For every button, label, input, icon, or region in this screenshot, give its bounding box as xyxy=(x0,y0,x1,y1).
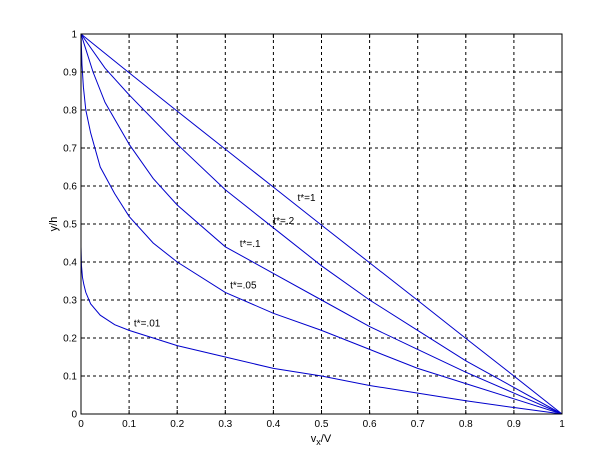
y-tick-label: 0.9 xyxy=(63,68,77,79)
curve-label: t*=.05 xyxy=(230,281,257,292)
series-line xyxy=(80,33,563,415)
y-tick-label: 0.1 xyxy=(63,372,77,383)
curve-label: t*=1 xyxy=(297,193,316,204)
curve-labels: t*=1 t*=.2 t*=.1 t*=.05 t*=.01 xyxy=(134,193,316,329)
series-line xyxy=(80,33,563,415)
y-tick-label: 0.2 xyxy=(63,334,77,345)
y-tick-label: 0.4 xyxy=(63,258,77,269)
ticks: 0 0.1 0.2 0.3 0.4 0.5 0.6 0.7 0.8 0.9 1 0 0.1 0.2 0.3 0… xyxy=(63,30,565,431)
x-tick-label: 0 xyxy=(78,419,84,430)
x-tick-label: 1 xyxy=(559,419,565,430)
x-axis-label: vx/V xyxy=(311,433,332,447)
y-tick-label: 1 xyxy=(71,30,77,41)
x-tick-label: 0.3 xyxy=(218,419,232,430)
x-tick-label: 0.7 xyxy=(411,419,425,430)
series-group xyxy=(80,33,563,415)
x-tick-label: 0.1 xyxy=(122,419,136,430)
series-line xyxy=(80,246,563,415)
x-tick-label: 0.6 xyxy=(363,419,377,430)
series-line xyxy=(80,33,563,415)
x-tick-label: 0.5 xyxy=(315,419,329,430)
y-tick-label: 0.7 xyxy=(63,144,77,155)
x-tick-label: 0.9 xyxy=(507,419,521,430)
curve-label: t*=.1 xyxy=(240,239,261,250)
y-tick-label: 0.3 xyxy=(63,296,77,307)
y-tick-label: 0.6 xyxy=(63,182,77,193)
x-tick-label: 0.2 xyxy=(170,419,184,430)
series-line xyxy=(80,33,563,415)
y-tick-label: 0.8 xyxy=(63,106,77,117)
x-tick-label: 0.4 xyxy=(266,419,280,430)
curve-label: t*=.2 xyxy=(273,216,294,227)
y-axis-label: y/h xyxy=(48,217,60,232)
curve-label: t*=.01 xyxy=(134,319,161,330)
y-tick-label: 0.5 xyxy=(63,220,77,231)
y-tick-label: 0 xyxy=(71,410,77,421)
x-tick-label: 0.8 xyxy=(459,419,473,430)
